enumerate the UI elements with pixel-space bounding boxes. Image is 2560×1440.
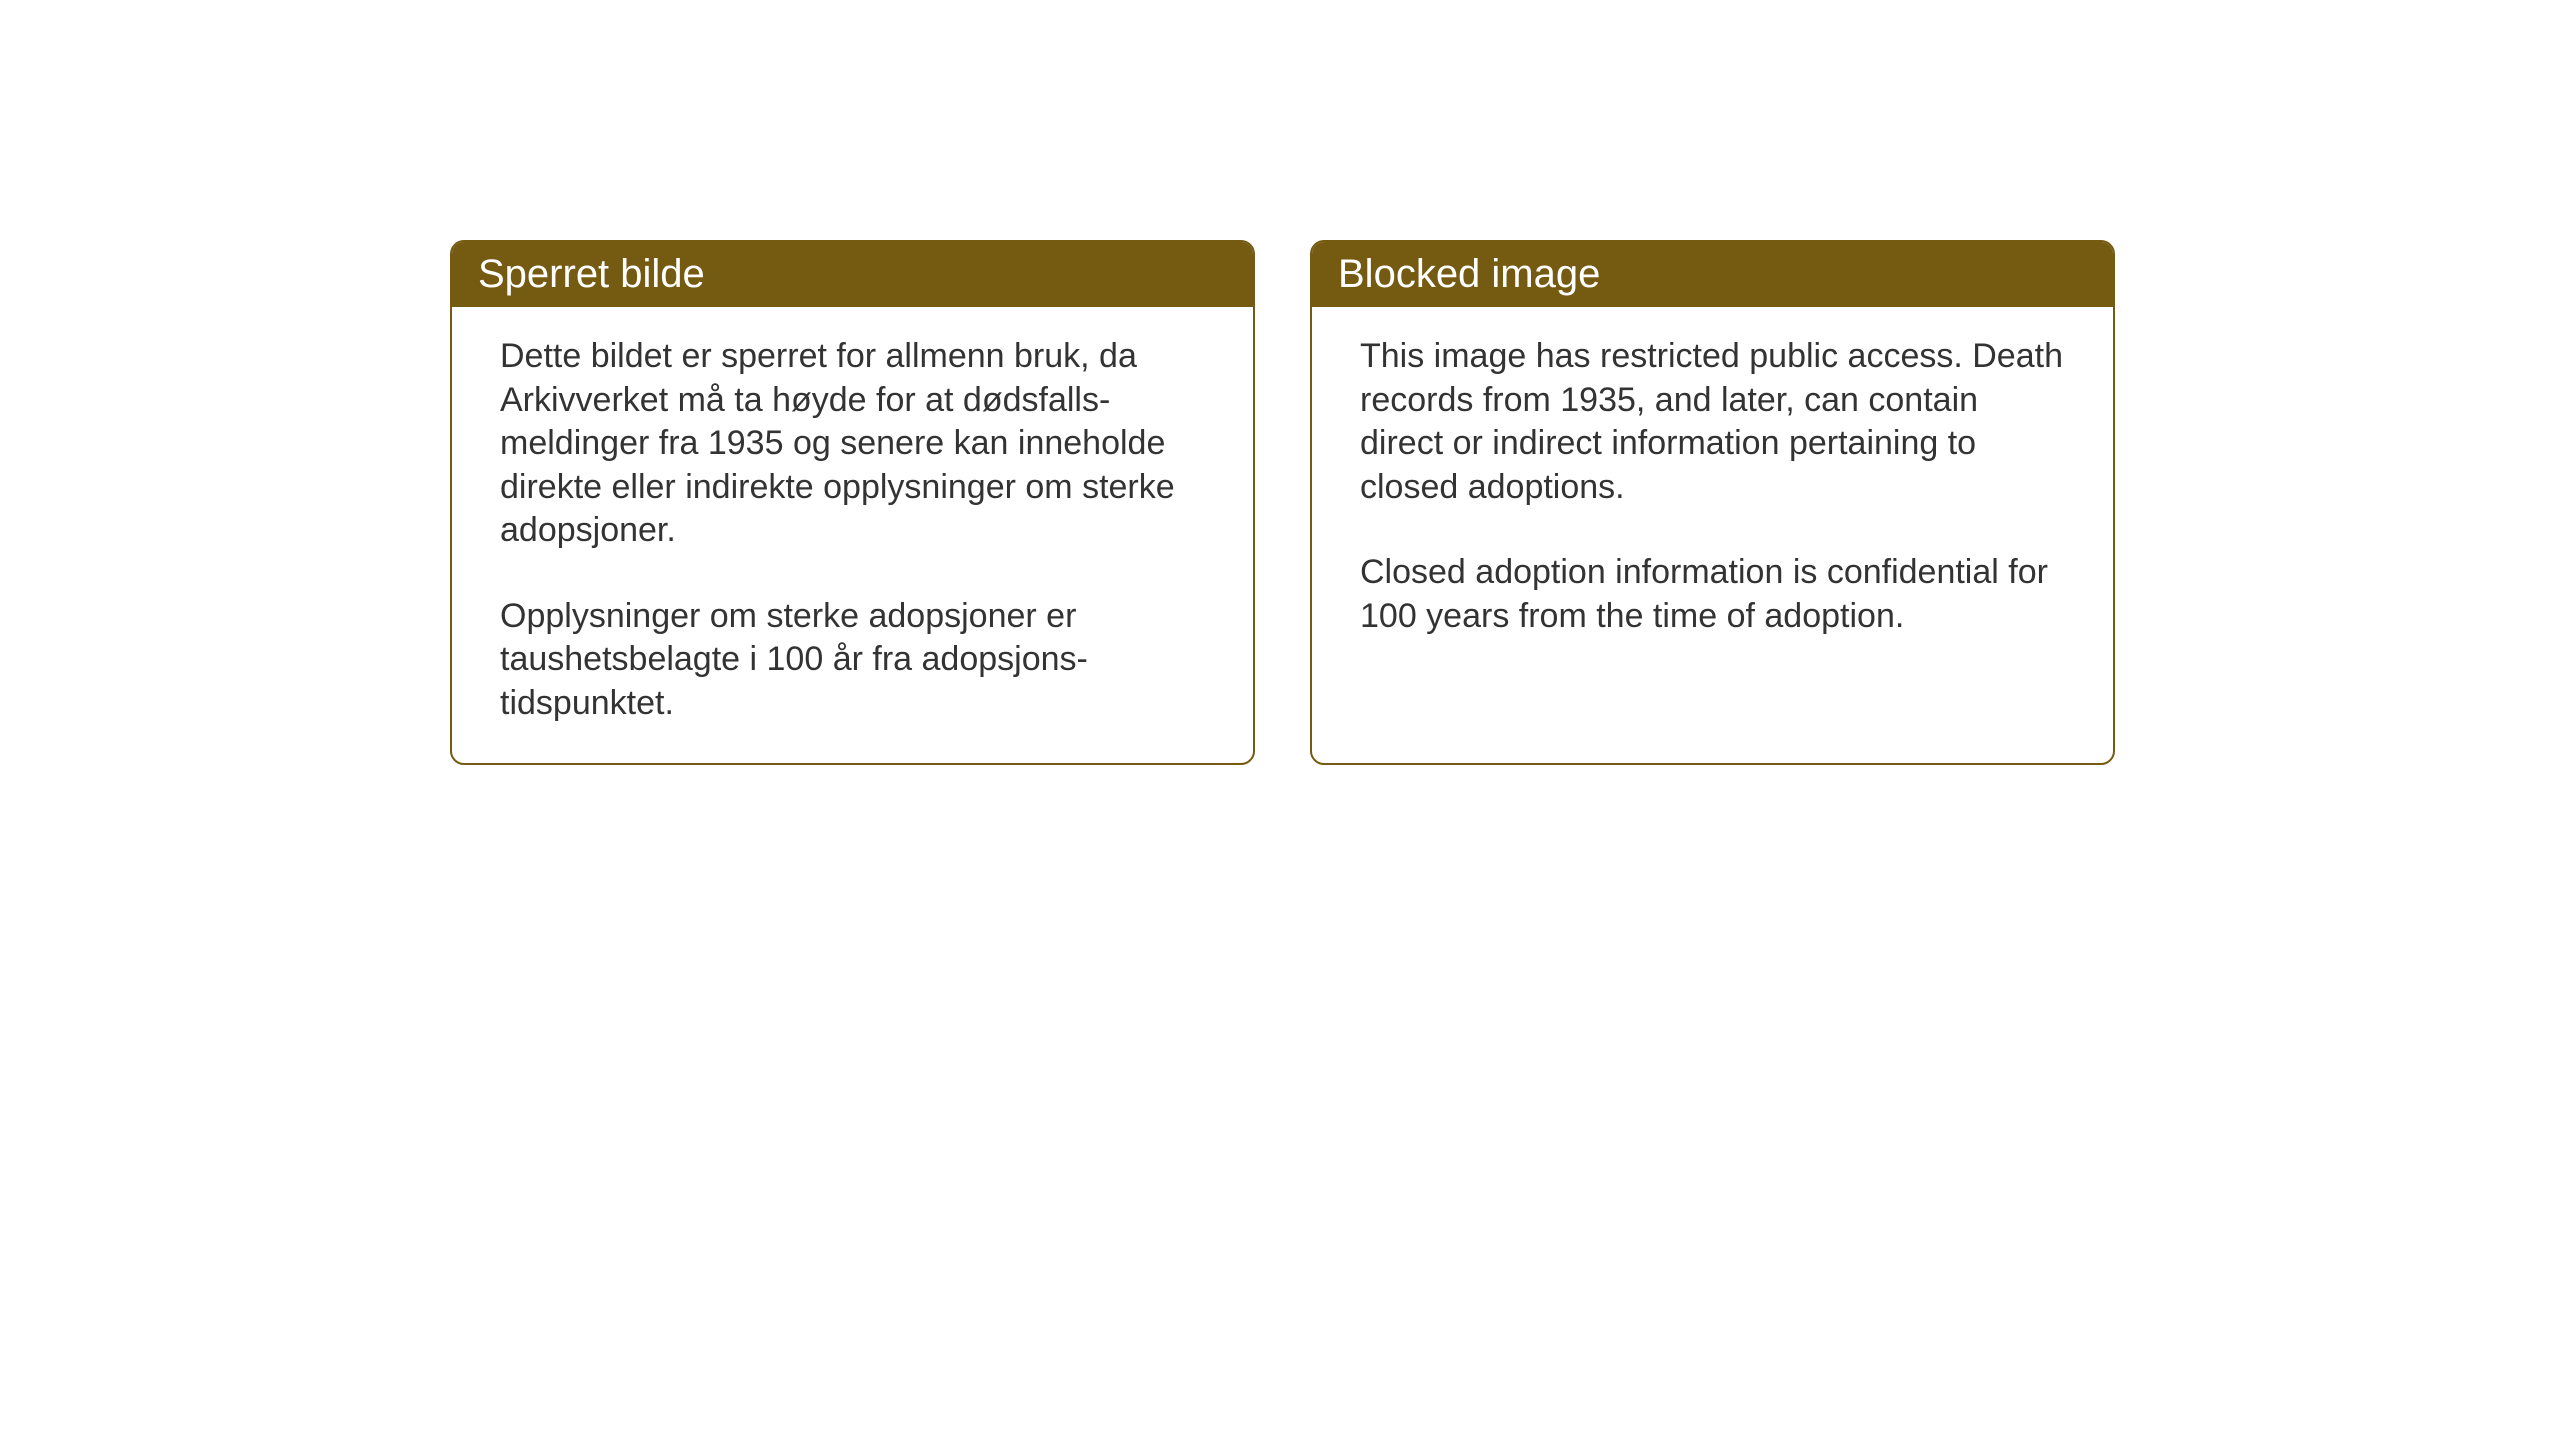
card-header: Sperret bilde — [452, 242, 1253, 307]
card-paragraph: Closed adoption information is confident… — [1360, 551, 2065, 638]
card-paragraph: Dette bildet er sperret for allmenn bruk… — [500, 335, 1205, 553]
card-title: Sperret bilde — [478, 252, 705, 296]
card-header: Blocked image — [1312, 242, 2113, 307]
notice-card-english: Blocked image This image has restricted … — [1310, 240, 2115, 765]
card-title: Blocked image — [1338, 252, 1600, 296]
card-paragraph: This image has restricted public access.… — [1360, 335, 2065, 509]
card-body: This image has restricted public access.… — [1312, 307, 2113, 745]
card-paragraph: Opplysninger om sterke adopsjoner er tau… — [500, 595, 1205, 726]
notice-container: Sperret bilde Dette bildet er sperret fo… — [450, 240, 2115, 765]
card-body: Dette bildet er sperret for allmenn bruk… — [452, 307, 1253, 763]
notice-card-norwegian: Sperret bilde Dette bildet er sperret fo… — [450, 240, 1255, 765]
